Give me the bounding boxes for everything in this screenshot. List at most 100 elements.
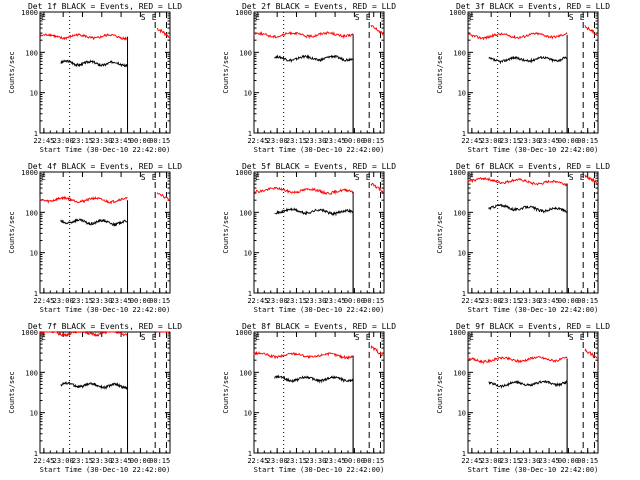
plot-frame <box>467 11 599 134</box>
events-series-line <box>274 374 354 384</box>
x-tick-label: 00:15 <box>363 297 384 305</box>
x-tick-label: 23:30 <box>305 137 326 145</box>
events-series-line <box>488 379 568 389</box>
panel-title: Det 6f BLACK = Events, RED = LLD <box>456 162 610 171</box>
x-tick-label: 23:30 <box>519 137 540 145</box>
x-tick-label: 22:45 <box>33 137 54 145</box>
x-axis-label: Start Time (30-Dec-10 22:42:00) <box>468 306 599 314</box>
y-tick-label: 1 <box>34 290 38 298</box>
y-tick-label: 1 <box>462 450 466 458</box>
x-tick-label: 23:00 <box>481 137 502 145</box>
x-tick-label: 23:15 <box>500 297 521 305</box>
plot-frame <box>39 11 171 134</box>
x-tick-label: 00:15 <box>149 457 170 465</box>
panel-1: Det 1f BLACK = Events, RED = LLD 1 10 100 10… <box>8 2 182 154</box>
lld-series-line <box>467 32 568 41</box>
y-tick-label: 1000 <box>21 9 38 17</box>
y-tick-label: 1 <box>34 130 38 138</box>
panel-5: Det 5f BLACK = Events, RED = LLD 1 10 100 10… <box>222 162 396 314</box>
lld-post-gap-line <box>156 27 170 38</box>
y-tick-label: 10 <box>458 410 466 418</box>
y-tick-label: 100 <box>239 49 252 57</box>
y-tick-label: 1 <box>462 130 466 138</box>
lld-series-line <box>39 330 128 338</box>
x-axis-label: Start Time (30-Dec-10 22:42:00) <box>40 466 171 474</box>
event-marker-label: E <box>469 333 474 342</box>
x-tick-label: 23:30 <box>519 457 540 465</box>
lld-series-line <box>39 195 128 205</box>
panel-title: Det 3f BLACK = Events, RED = LLD <box>456 2 610 11</box>
x-tick-label: 22:45 <box>247 457 268 465</box>
x-tick-label: 23:30 <box>519 297 540 305</box>
y-tick-label: 10 <box>30 90 38 98</box>
y-axis-label: Counts/sec <box>222 371 230 413</box>
plot-frame <box>39 331 171 454</box>
x-tick-label: 00:15 <box>149 297 170 305</box>
y-tick-label: 100 <box>239 209 252 217</box>
y-tick-label: 1000 <box>449 169 466 177</box>
y-tick-label: 100 <box>239 369 252 377</box>
panel-title: Det 7f BLACK = Events, RED = LLD <box>28 322 182 331</box>
panel-9: Det 9f BLACK = Events, RED = LLD 1 10 100 10… <box>436 322 610 474</box>
x-tick-label: 22:45 <box>461 137 482 145</box>
lld-series-line <box>39 32 128 41</box>
event-marker-label: S <box>355 13 360 22</box>
y-tick-label: 1000 <box>235 9 252 17</box>
panel-3: Det 3f BLACK = Events, RED = LLD 1 10 100 10… <box>436 2 610 154</box>
y-tick-label: 10 <box>30 410 38 418</box>
panel-2: Det 2f BLACK = Events, RED = LLD 1 10 100 10… <box>222 2 396 154</box>
x-tick-label: 23:00 <box>267 137 288 145</box>
x-tick-label: 00:15 <box>577 137 598 145</box>
x-tick-label: 00:15 <box>363 137 384 145</box>
lld-post-gap-line <box>370 25 384 36</box>
x-tick-label: 00:00 <box>558 297 579 305</box>
events-series-line <box>274 207 354 217</box>
x-tick-label: 23:00 <box>481 297 502 305</box>
x-axis-label: Start Time (30-Dec-10 22:42:00) <box>40 306 171 314</box>
event-marker-label: E <box>469 173 474 182</box>
y-tick-label: 1000 <box>449 9 466 17</box>
x-tick-label: 00:00 <box>344 297 365 305</box>
y-tick-label: 1 <box>248 130 252 138</box>
plot-frame <box>253 171 385 294</box>
plot-frame <box>253 11 385 134</box>
events-series-line <box>60 218 128 228</box>
event-marker-label: S <box>141 13 146 22</box>
lld-post-gap-line <box>370 345 384 357</box>
y-axis-label: Counts/sec <box>222 211 230 253</box>
x-tick-label: 23:45 <box>111 297 132 305</box>
event-marker-label: E <box>152 173 157 182</box>
lld-series-line <box>253 30 354 40</box>
event-marker-label: E <box>255 333 260 342</box>
y-tick-label: 1 <box>248 450 252 458</box>
panel-title: Det 5f BLACK = Events, RED = LLD <box>242 162 396 171</box>
x-axis-label: Start Time (30-Dec-10 22:42:00) <box>40 146 171 154</box>
y-tick-label: 1000 <box>235 329 252 337</box>
y-axis-label: Counts/sec <box>8 51 16 93</box>
event-marker-label: E <box>255 173 260 182</box>
x-tick-label: 22:45 <box>33 297 54 305</box>
panel-title: Det 8f BLACK = Events, RED = LLD <box>242 322 396 331</box>
x-tick-label: 23:45 <box>111 457 132 465</box>
x-tick-label: 00:15 <box>149 137 170 145</box>
y-tick-label: 1 <box>34 450 38 458</box>
lld-series-line <box>253 350 354 360</box>
x-tick-label: 23:15 <box>72 457 93 465</box>
y-axis-label: Counts/sec <box>8 211 16 253</box>
x-tick-label: 23:45 <box>539 137 560 145</box>
x-tick-label: 00:00 <box>558 457 579 465</box>
event-marker-label: E <box>41 333 46 342</box>
x-tick-label: 23:30 <box>305 457 326 465</box>
lld-post-gap-line <box>584 25 598 36</box>
event-marker-label: E <box>580 333 585 342</box>
x-tick-label: 22:45 <box>33 457 54 465</box>
event-marker-label: S <box>355 333 360 342</box>
y-tick-label: 1000 <box>21 329 38 337</box>
event-marker-label: E <box>255 13 260 22</box>
lld-post-gap-line <box>584 174 598 184</box>
plot-frame <box>467 331 599 454</box>
x-tick-label: 00:15 <box>577 297 598 305</box>
panel-4: Det 4f BLACK = Events, RED = LLD 1 10 100 10… <box>8 162 182 314</box>
x-axis-label: Start Time (30-Dec-10 22:42:00) <box>254 306 385 314</box>
